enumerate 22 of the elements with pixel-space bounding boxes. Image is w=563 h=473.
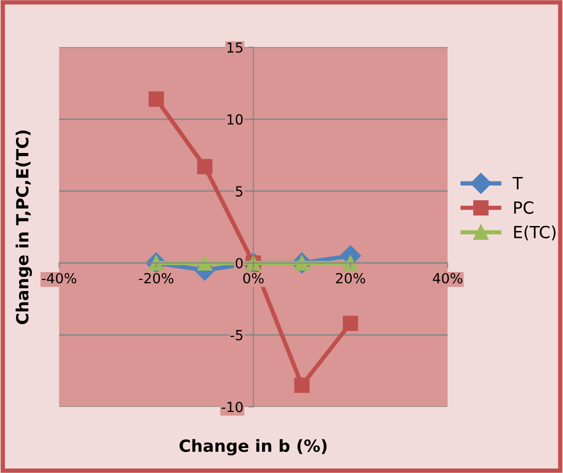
- x-tick-label: 40%: [432, 272, 462, 284]
- legend-label: E(TC): [514, 225, 556, 240]
- y-tick-label: 10: [227, 114, 243, 125]
- legend-label: T: [512, 177, 523, 190]
- x-tick-label: 20%: [336, 272, 366, 284]
- x-tick-label: -20%: [138, 272, 174, 284]
- point: [197, 255, 212, 271]
- point: [342, 316, 358, 332]
- point: [197, 159, 212, 174]
- y-axis-title: Change in T,PC,E(TC): [16, 130, 32, 324]
- y-tick-label: 5: [236, 186, 242, 197]
- point: [342, 255, 358, 271]
- x-tick-label: 0%: [243, 272, 264, 284]
- y-tick-label: 15: [227, 42, 242, 53]
- point: [294, 378, 310, 393]
- y-tick-label: 0: [236, 258, 243, 268]
- point: [148, 91, 164, 107]
- x-tick-label: -40%: [42, 272, 76, 284]
- y-tick-label: -5: [230, 330, 242, 340]
- y-tick-label: -10: [222, 402, 243, 412]
- legend-label: PC: [514, 201, 534, 214]
- x-axis-title: Change in b (%): [180, 439, 327, 456]
